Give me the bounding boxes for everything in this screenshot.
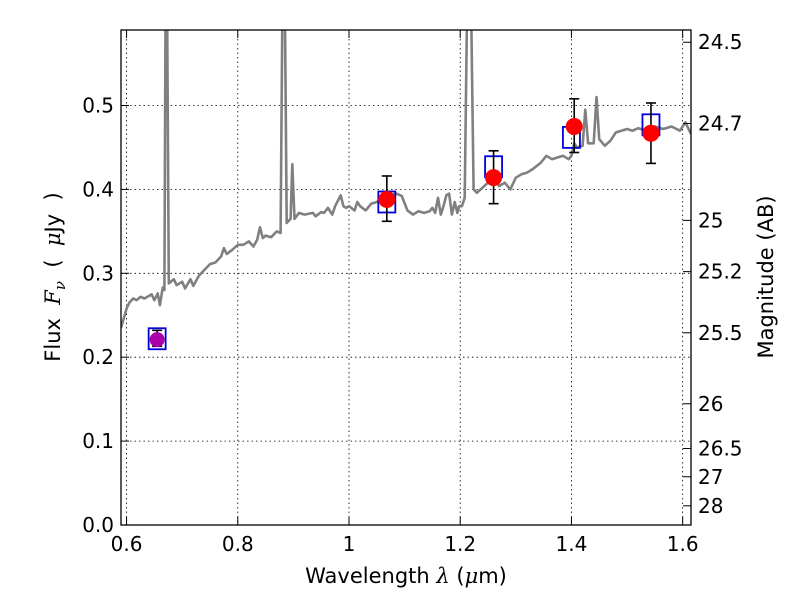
x-tick-label: 0.6	[111, 532, 143, 556]
x-axis-label: Wavelength λ (μm)	[305, 564, 507, 588]
x-tick-label: 0.8	[222, 532, 254, 556]
data-point	[149, 332, 165, 348]
right-tick-label: 25.2	[698, 260, 743, 284]
x-tick-label: 1.6	[667, 532, 699, 556]
y-axis-label: Flux Fν ( μJy )	[41, 192, 69, 361]
y-tick-label: 0.0	[82, 513, 114, 537]
y-tick-label: 0.5	[82, 94, 114, 118]
data-point	[378, 190, 396, 208]
plot-frame	[120, 29, 692, 526]
right-tick-label: 25	[698, 208, 723, 232]
x-tick-label: 1.2	[444, 532, 476, 556]
x-tick-label: 1	[343, 532, 356, 556]
y-tick-label: 0.2	[82, 345, 114, 369]
observed-markers	[149, 117, 660, 348]
data-point	[485, 169, 503, 187]
model-boxes	[147, 113, 661, 351]
right-tick-label: 25.5	[698, 321, 743, 345]
y-tick-label: 0.3	[82, 261, 114, 285]
right-tick-label: 24.7	[698, 111, 743, 135]
y-tick-label: 0.4	[82, 177, 114, 201]
spectrum-line	[121, 30, 691, 329]
data-point	[565, 117, 583, 135]
right-tick-label: 24.5	[698, 30, 743, 54]
axis-ticks: 0.6 0.8 1 1.2 1.4 1.6 0.0 0.1 0.2 0.3 0.4 0.5 24.5 24…	[82, 30, 743, 556]
grid-lines	[121, 30, 691, 526]
right-tick-label: 27	[698, 465, 723, 489]
right-tick-label: 26.5	[698, 436, 743, 460]
y-tick-label: 0.1	[82, 429, 114, 453]
x-tick-label: 1.4	[556, 532, 588, 556]
right-axis-label: Magnitude (AB)	[754, 195, 778, 358]
model-box	[147, 327, 167, 351]
right-tick-label: 26	[698, 392, 723, 416]
right-tick-label: 28	[698, 494, 723, 518]
data-point	[642, 124, 660, 142]
